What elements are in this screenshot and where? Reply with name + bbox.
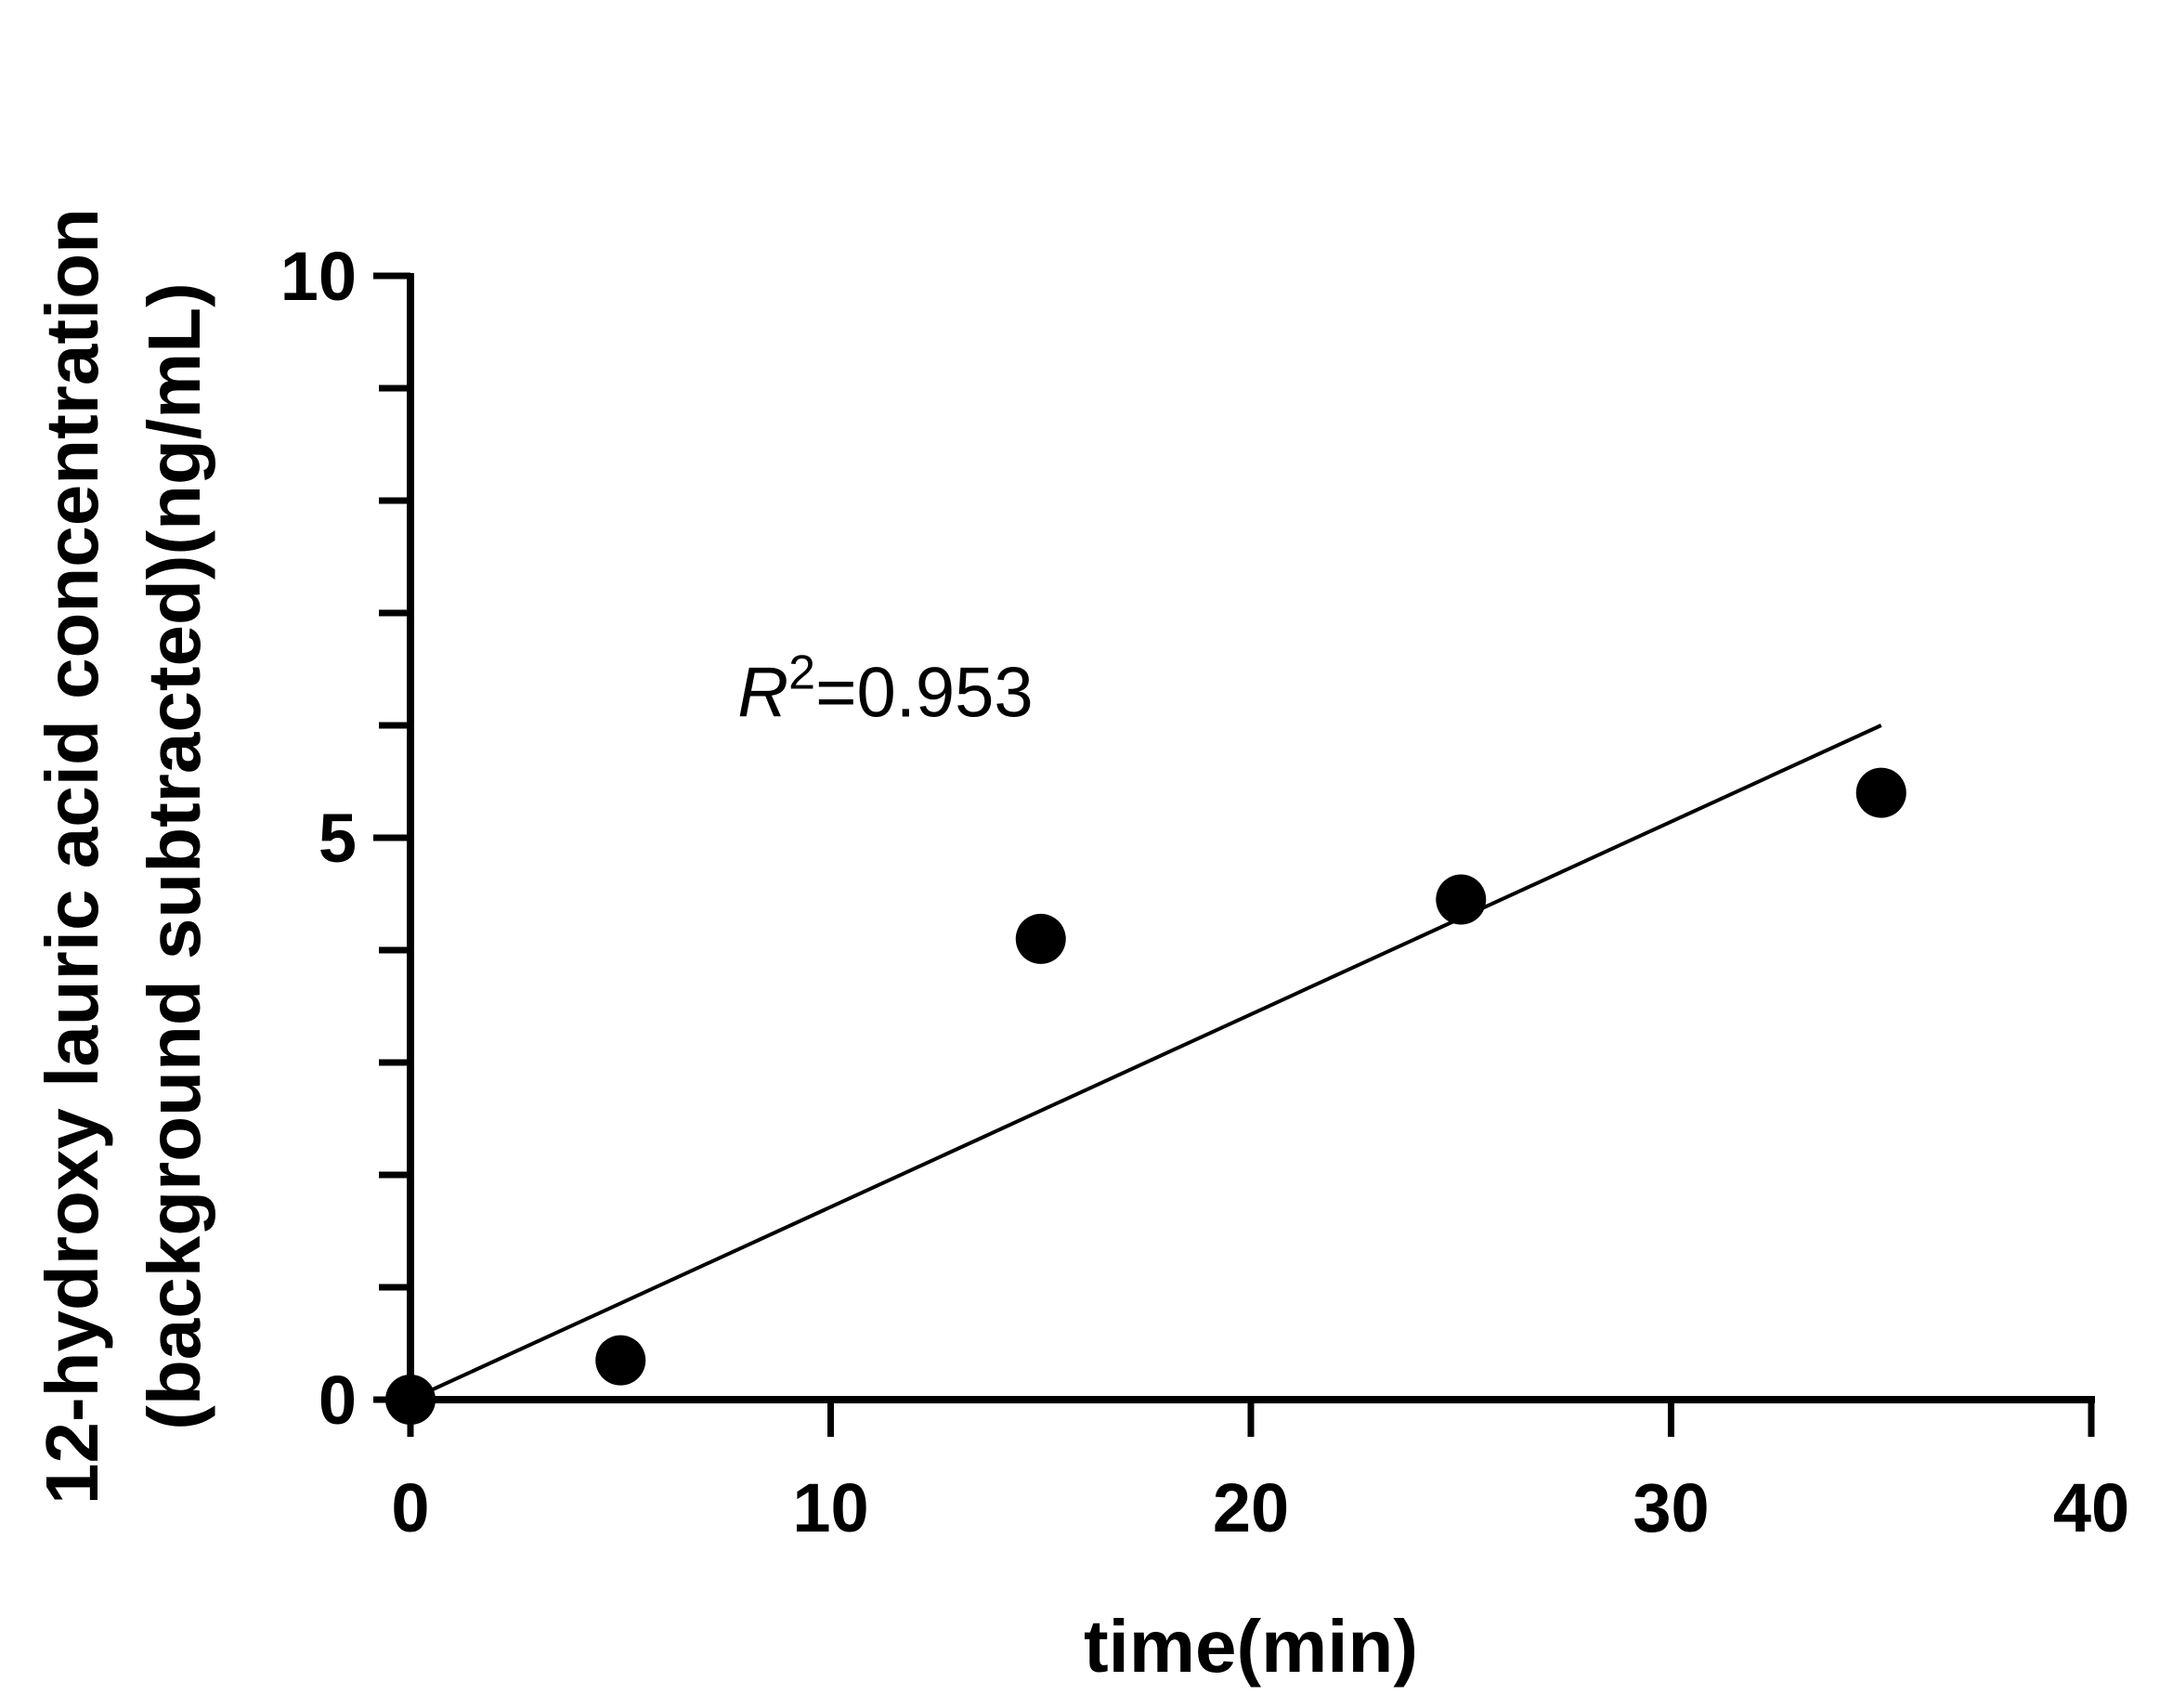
x-tick-label: 0 (391, 1469, 429, 1546)
data-point (385, 1375, 436, 1425)
x-axis-title: time(min) (1084, 1605, 1418, 1688)
data-point (1436, 874, 1487, 925)
r-squared-annotation: R2=0.953 (737, 646, 1033, 733)
data-point (1015, 913, 1066, 964)
x-tick-label: 20 (1213, 1469, 1289, 1546)
r-squared-value: =0.953 (815, 654, 1034, 733)
y-tick-label: 10 (280, 238, 357, 315)
y-axis-title-line: (background subtracted)(ng/mL) (133, 282, 215, 1430)
x-tick-label: 30 (1633, 1469, 1709, 1546)
data-point (1855, 767, 1906, 818)
regression-line (410, 724, 1882, 1402)
x-tick-label: 10 (792, 1469, 868, 1546)
r-symbol: R (737, 654, 788, 733)
r-squared-superscript: 2 (788, 646, 815, 700)
y-tick-label: 5 (319, 800, 357, 877)
y-axis-title-line: 12-hydroxy lauric acid concentration (31, 208, 113, 1505)
x-tick-label: 40 (2053, 1469, 2129, 1546)
y-tick-label: 0 (319, 1362, 357, 1439)
data-point (595, 1335, 646, 1386)
